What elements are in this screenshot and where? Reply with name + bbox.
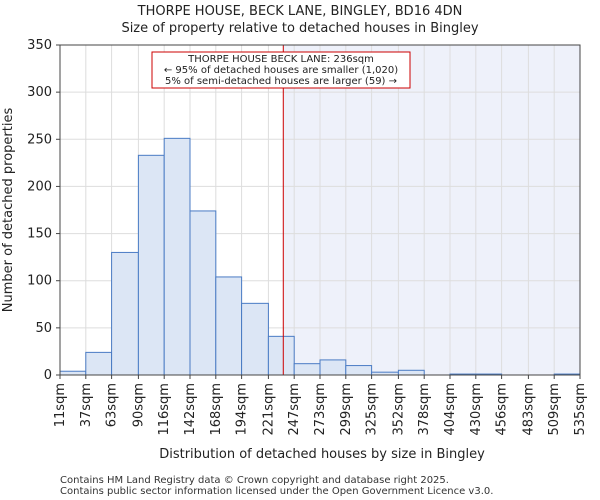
x-tick-label: 194sqm: [235, 383, 250, 436]
x-tick-label: 273sqm: [313, 383, 328, 436]
y-tick-label: 300: [27, 85, 52, 100]
bar: [241, 302, 269, 376]
x-tick-label: 325sqm: [365, 383, 380, 436]
annotation-title: THORPE HOUSE BECK LANE: 236sqm: [187, 54, 374, 65]
bar: [163, 137, 191, 376]
x-tick-label: 404sqm: [443, 383, 458, 436]
y-tick-label: 250: [27, 132, 52, 147]
bar: [85, 351, 113, 376]
bar: [345, 365, 373, 376]
bar: [111, 251, 139, 376]
x-axis-label: Distribution of detached houses by size …: [159, 447, 485, 462]
x-tick-label: 221sqm: [261, 383, 276, 436]
x-tick-label: 456sqm: [495, 383, 510, 436]
x-tick-label: 63sqm: [105, 383, 120, 427]
bar: [293, 363, 321, 376]
x-tick-label: 90sqm: [131, 383, 146, 427]
annotation-smaller: ← 95% of detached houses are smaller (1,…: [164, 65, 398, 76]
bar: [397, 369, 425, 376]
x-tick-label: 11sqm: [53, 383, 68, 427]
annotation-larger: 5% of semi-detached houses are larger (5…: [165, 76, 397, 87]
x-tick-label: 509sqm: [547, 383, 562, 436]
x-tick-label: 116sqm: [157, 383, 172, 436]
annotation-box: THORPE HOUSE BECK LANE: 236sqm ← 95% of …: [151, 51, 411, 89]
bar: [137, 154, 165, 376]
footer-line-2: Contains public sector information licen…: [60, 486, 493, 497]
y-tick-label: 50: [35, 321, 52, 336]
x-tick-label: 37sqm: [79, 383, 94, 427]
chart-subtitle: Size of property relative to detached ho…: [121, 21, 478, 36]
x-tick-label: 247sqm: [287, 383, 302, 436]
larger-region-shade: [283, 45, 580, 375]
bar: [215, 276, 243, 376]
y-tick-label: 150: [27, 227, 52, 242]
x-tick-label: 535sqm: [573, 383, 588, 436]
footer-line-1: Contains HM Land Registry data © Crown c…: [60, 475, 449, 486]
chart-title: THORPE HOUSE, BECK LANE, BINGLEY, BD16 4…: [137, 4, 463, 19]
y-axis-label: Number of detached properties: [1, 108, 16, 313]
y-tick-label: 350: [27, 38, 52, 53]
bar: [59, 370, 87, 376]
annotation-frame: [151, 51, 411, 89]
bar: [319, 359, 347, 376]
x-tick-label: 352sqm: [391, 383, 406, 436]
bar: [189, 210, 217, 376]
x-tick-label: 483sqm: [521, 383, 536, 436]
y-tick-label: 0: [44, 368, 52, 383]
x-tick-label: 168sqm: [209, 383, 224, 436]
bar: [267, 335, 295, 376]
x-tick-label: 142sqm: [183, 383, 198, 436]
x-tick-label: 299sqm: [339, 383, 354, 436]
x-tick-label: 430sqm: [469, 383, 484, 436]
y-tick-label: 100: [27, 274, 52, 289]
y-tick-label: 200: [27, 179, 52, 194]
x-tick-label: 378sqm: [417, 383, 432, 436]
